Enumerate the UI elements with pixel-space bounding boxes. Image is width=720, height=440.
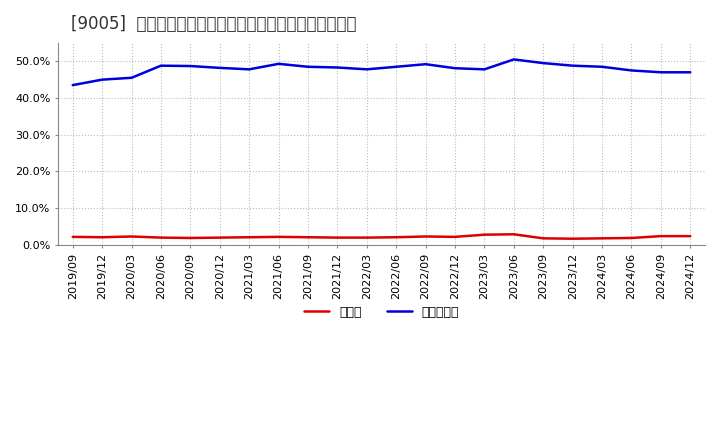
現須金 (274, 234, 283, 239)
現須金 (539, 236, 548, 241)
現須金 (686, 234, 695, 239)
現須金 (127, 234, 136, 239)
Text: [9005]  現須金、有利子負債の総資産に対する比率の推移: [9005] 現須金、有利子負債の総資産に対する比率の推移 (71, 15, 356, 33)
有利子負債 (598, 64, 606, 70)
現須金 (304, 235, 312, 240)
有利子負債 (510, 57, 518, 62)
現須金 (68, 234, 77, 239)
有利子負債 (451, 66, 459, 71)
有利子負債 (539, 60, 548, 66)
現須金 (627, 235, 636, 241)
有利子負債 (274, 61, 283, 66)
現須金 (215, 235, 224, 240)
有利子負債 (98, 77, 107, 82)
現須金 (510, 231, 518, 237)
現須金 (245, 235, 253, 240)
Line: 現須金: 現須金 (73, 234, 690, 239)
有利子負債 (657, 70, 665, 75)
有利子負債 (480, 67, 489, 72)
有利子負債 (68, 82, 77, 88)
現須金 (98, 235, 107, 240)
有利子負債 (362, 67, 371, 72)
有利子負債 (627, 68, 636, 73)
有利子負債 (392, 64, 400, 70)
現須金 (333, 235, 342, 240)
有利子負債 (157, 63, 166, 68)
Legend: 現須金, 有利子負債: 現須金, 有利子負債 (299, 301, 464, 323)
有利子負債 (568, 63, 577, 68)
現須金 (480, 232, 489, 237)
有利子負債 (127, 75, 136, 81)
有利子負債 (686, 70, 695, 75)
有利子負債 (186, 63, 194, 69)
現須金 (568, 236, 577, 242)
Line: 有利子負債: 有利子負債 (73, 59, 690, 85)
現須金 (392, 235, 400, 240)
有利子負債 (245, 67, 253, 72)
有利子負債 (215, 65, 224, 70)
現須金 (451, 234, 459, 239)
現須金 (186, 235, 194, 241)
有利子負債 (421, 62, 430, 67)
現須金 (598, 236, 606, 241)
有利子負債 (304, 64, 312, 70)
現須金 (657, 234, 665, 239)
現須金 (421, 234, 430, 239)
現須金 (362, 235, 371, 240)
現須金 (157, 235, 166, 240)
有利子負債 (333, 65, 342, 70)
